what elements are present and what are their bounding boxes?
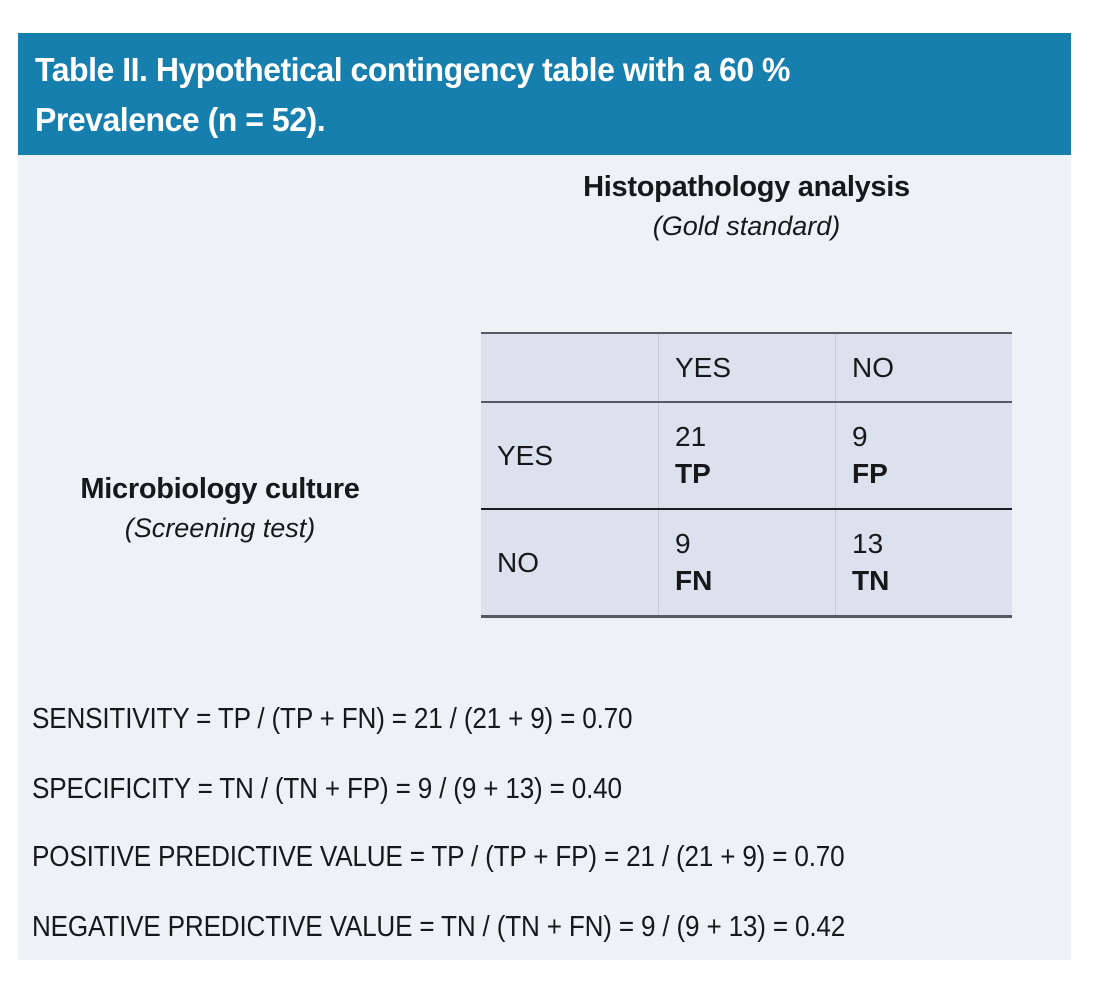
formula-specificity: SPECIFICITY = TN / (TN + FP) = 9 / (9 + … [32, 773, 622, 805]
fp-abbr: FP [852, 458, 888, 489]
column-axis-subtitle: (Gold standard) [652, 211, 841, 241]
table-header-row: YES NO [481, 334, 1012, 403]
tp-value: 21 [675, 421, 707, 452]
col-header-no: NO [835, 334, 1012, 401]
figure-title: Table II. Hypothetical contingency table… [35, 45, 791, 145]
row-label-no: NO [497, 546, 539, 578]
fp-value: 9 [852, 421, 868, 452]
corner-cell [481, 334, 658, 401]
cell-false-negative: 9 FN [658, 510, 835, 615]
figure-title-line1: Table II. Hypothetical contingency table… [35, 51, 791, 88]
formula-positive-predictive-value: POSITIVE PREDICTIVE VALUE = TP / (TP + F… [32, 841, 845, 873]
tn-value: 13 [852, 528, 884, 559]
cell-true-positive: 21 TP [658, 403, 835, 508]
row-axis-subtitle: (Screening test) [124, 513, 316, 543]
table-figure-card: Table II. Hypothetical contingency table… [18, 33, 1071, 960]
column-axis-title: Histopathology analysis [583, 171, 910, 203]
table-row-yes: YES 21 TP 9 FP [481, 403, 1012, 510]
fn-abbr: FN [675, 565, 713, 596]
row-axis-title: Microbiology culture [80, 473, 360, 505]
table-title-bar: Table II. Hypothetical contingency table… [18, 33, 1071, 155]
cell-true-negative: 13 TN [835, 510, 1012, 615]
tp-abbr: TP [675, 458, 711, 489]
contingency-table: YES NO YES 21 TP 9 FP NO 9 FN [481, 332, 1012, 618]
table-row-no: NO 9 FN 13 TN [481, 510, 1012, 618]
figure-title-line2: Prevalence (n = 52). [35, 101, 326, 138]
figure-body: Histopathology analysis (Gold standard) … [18, 155, 1071, 960]
row-label-yes: YES [497, 439, 554, 471]
col-header-yes: YES [658, 334, 835, 401]
fn-value: 9 [675, 528, 691, 559]
row-axis-heading: Microbiology culture (Screening test) [30, 473, 410, 544]
formula-sensitivity: SENSITIVITY = TP / (TP + FN) = 21 / (21 … [32, 703, 633, 735]
formula-negative-predictive-value: NEGATIVE PREDICTIVE VALUE = TN / (TN + F… [32, 911, 846, 943]
cell-false-positive: 9 FP [835, 403, 1012, 508]
column-axis-heading: Histopathology analysis (Gold standard) [481, 171, 1012, 242]
tn-abbr: TN [852, 565, 890, 596]
